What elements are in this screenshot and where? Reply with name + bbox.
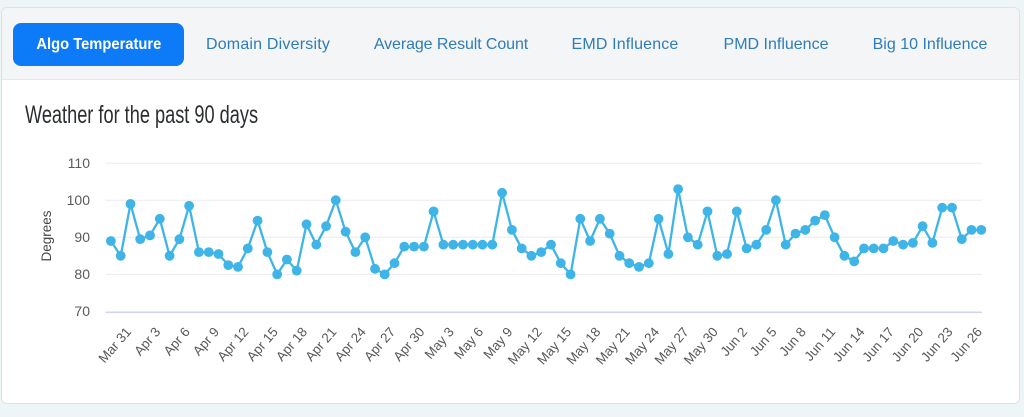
svg-text:Jun 5: Jun 5 [747, 324, 780, 359]
svg-text:May 6: May 6 [451, 324, 486, 361]
svg-text:Apr 24: Apr 24 [332, 324, 370, 364]
svg-text:80: 80 [74, 266, 90, 282]
svg-text:Apr 15: Apr 15 [244, 324, 281, 364]
svg-text:Apr 30: Apr 30 [390, 324, 427, 364]
svg-text:70: 70 [74, 303, 90, 319]
svg-text:Jun 20: Jun 20 [889, 324, 927, 364]
svg-text:Mar 31: Mar 31 [95, 324, 134, 365]
svg-text:Apr 3: Apr 3 [131, 324, 163, 358]
svg-text:Apr 12: Apr 12 [214, 324, 251, 364]
svg-text:90: 90 [74, 229, 90, 245]
svg-text:Degrees: Degrees [39, 210, 54, 261]
svg-text:Apr 21: Apr 21 [302, 324, 339, 364]
svg-text:110: 110 [68, 155, 91, 171]
svg-text:Jun 17: Jun 17 [859, 324, 897, 364]
svg-text:May 3: May 3 [422, 324, 457, 361]
svg-text:Apr 27: Apr 27 [361, 324, 398, 364]
svg-text:100: 100 [67, 192, 91, 208]
svg-text:Jun 26: Jun 26 [947, 324, 985, 364]
svg-text:Apr 18: Apr 18 [273, 324, 310, 364]
svg-text:Apr 6: Apr 6 [161, 324, 193, 358]
svg-text:Jun 2: Jun 2 [717, 324, 750, 359]
svg-text:Jun 23: Jun 23 [918, 324, 956, 364]
